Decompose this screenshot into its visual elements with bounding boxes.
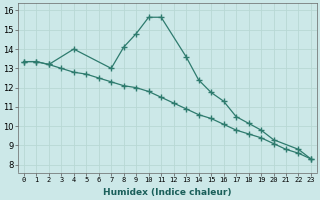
X-axis label: Humidex (Indice chaleur): Humidex (Indice chaleur) (103, 188, 232, 197)
